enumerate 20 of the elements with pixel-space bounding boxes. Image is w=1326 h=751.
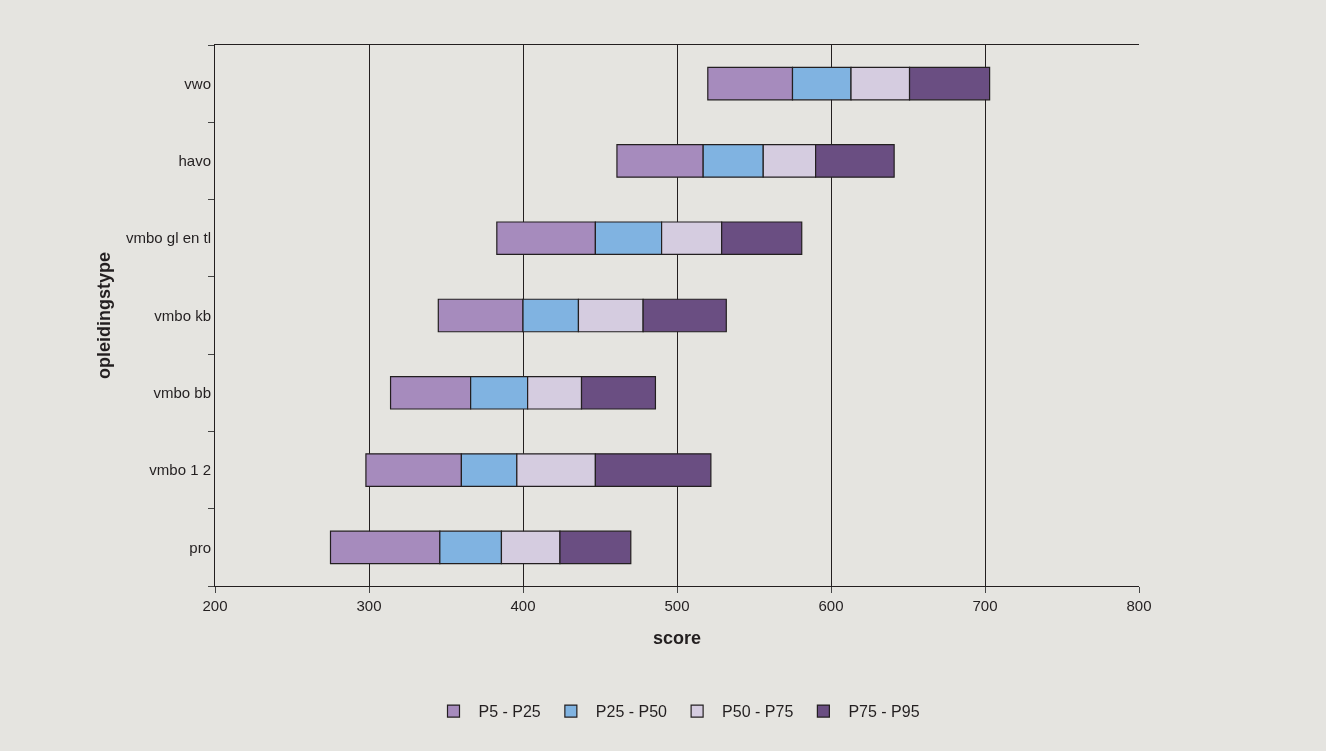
- x-tick-label: 500: [664, 597, 690, 614]
- legend-label: P75 - P95: [848, 703, 920, 721]
- x-tick-label: 200: [202, 597, 228, 614]
- legend-label: P50 - P75: [722, 703, 794, 721]
- y-tick-label: vmbo 1 2: [149, 461, 211, 479]
- y-axis-title: opleidingstype: [94, 251, 115, 380]
- x-tick-label: 400: [510, 597, 536, 614]
- legend-label: P5 - P25: [478, 703, 541, 721]
- x-tick-label: 700: [972, 597, 998, 614]
- x-tick-label: 800: [1126, 597, 1152, 614]
- x-tick-label: 600: [818, 597, 844, 614]
- y-tick-label: havo: [178, 152, 211, 170]
- y-tick-label: vmbo gl en tl: [125, 229, 211, 247]
- x-axis-title: score: [652, 628, 702, 649]
- y-tick-label: pro: [189, 538, 211, 556]
- y-tick-label: vmbo kb: [154, 306, 211, 324]
- x-tick-label: 300: [356, 597, 382, 614]
- y-tick-label: vmbo bb: [153, 384, 211, 402]
- y-tick-label: vwo: [184, 74, 211, 92]
- legend-label: P25 - P50: [595, 703, 668, 721]
